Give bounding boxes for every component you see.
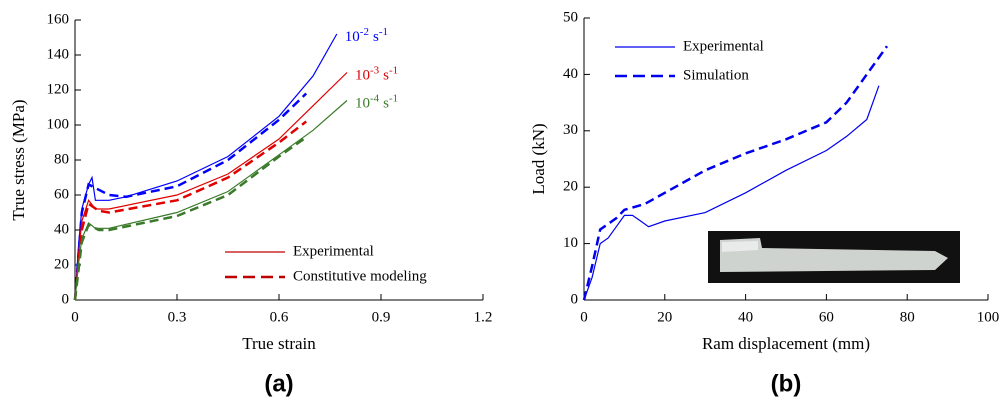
x-tick-label: 0: [71, 309, 79, 325]
y-tick-label: 0: [571, 291, 579, 307]
annotation-part: -3: [370, 64, 380, 76]
x-tick-label: 40: [738, 309, 753, 325]
rate-annotation: 10-2 s-1: [345, 26, 388, 46]
y-tick-label: 80: [54, 151, 69, 167]
series-line: [583, 85, 880, 301]
series-line: [73, 120, 307, 301]
panel-label: (b): [771, 370, 802, 397]
annotation-part: s: [383, 68, 389, 84]
series-line: [73, 92, 308, 301]
x-tick-label: 0.6: [270, 309, 289, 325]
annotation-part: -2: [360, 26, 369, 38]
x-tick-label: 60: [819, 309, 834, 325]
y-tick-label: 160: [47, 11, 70, 27]
x-tick-label: 1.2: [474, 309, 493, 325]
y-tick-label: 0: [62, 291, 70, 307]
x-tick-label: 20: [657, 309, 672, 325]
y-tick-label: 10: [563, 235, 578, 251]
y-tick-label: 30: [563, 122, 578, 138]
y-tick-label: 20: [54, 256, 69, 272]
annotation-part: 10: [345, 29, 360, 45]
y-tick-label: 20: [563, 179, 578, 195]
panel-label: (a): [264, 370, 293, 397]
y-tick-label: 100: [47, 116, 70, 132]
y-axis-label: Load (kN): [529, 123, 548, 194]
annotation-part: s: [383, 96, 389, 112]
annotation-part: 10: [355, 96, 370, 112]
y-tick-label: 40: [563, 66, 578, 82]
annotation-part: -1: [389, 92, 398, 104]
y-axis-label: True stress (MPa): [9, 99, 28, 220]
inset-photo: [708, 231, 960, 283]
x-tick-label: 100: [977, 309, 1000, 325]
y-tick-label: 120: [47, 81, 70, 97]
series-line: [74, 33, 338, 301]
x-axis-label: True strain: [242, 334, 316, 353]
series-line: [582, 45, 889, 301]
legend-label: Experimental: [293, 243, 374, 259]
x-tick-label: 0.9: [372, 309, 391, 325]
y-tick-label: 50: [563, 9, 578, 25]
series-line: [74, 72, 348, 301]
annotation-part: -1: [379, 26, 388, 38]
legend-label: Experimental: [683, 38, 764, 54]
legend-label: Constitutive modeling: [293, 268, 427, 284]
annotation-part: 10: [355, 68, 370, 84]
annotation-part: s: [373, 29, 379, 45]
y-tick-label: 60: [54, 186, 69, 202]
rate-annotation: 10-3 s-1: [355, 64, 398, 84]
x-tick-label: 0.3: [168, 309, 187, 325]
series-line: [74, 100, 348, 301]
annotation-part: -4: [370, 92, 380, 104]
x-tick-label: 80: [900, 309, 915, 325]
rate-annotation: 10-4 s-1: [355, 92, 398, 112]
legend-label: Simulation: [683, 67, 749, 83]
y-tick-label: 140: [47, 46, 70, 62]
series-line: [73, 136, 307, 301]
x-tick-label: 0: [580, 309, 588, 325]
annotation-part: -1: [389, 64, 398, 76]
x-axis-label: Ram displacement (mm): [702, 334, 870, 353]
y-tick-label: 40: [54, 221, 69, 237]
